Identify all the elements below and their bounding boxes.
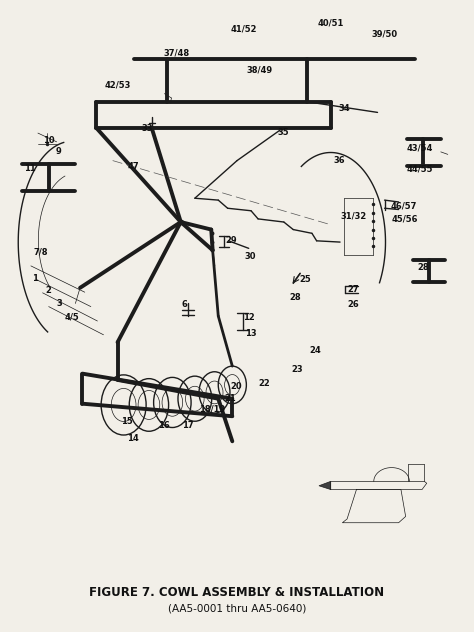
Text: 7/8: 7/8 — [34, 248, 48, 257]
Text: 4/5: 4/5 — [65, 313, 80, 322]
Text: 21: 21 — [224, 394, 236, 403]
Text: (AA5-0001 thru AA5-0640): (AA5-0001 thru AA5-0640) — [168, 604, 306, 614]
Text: 17: 17 — [182, 421, 193, 430]
Text: 38/49: 38/49 — [246, 65, 273, 75]
Text: 30: 30 — [245, 252, 256, 261]
Polygon shape — [319, 482, 331, 490]
Text: 23: 23 — [291, 365, 303, 374]
Text: 25: 25 — [299, 275, 311, 284]
Text: 36: 36 — [333, 156, 345, 165]
Text: 44/55: 44/55 — [406, 164, 433, 173]
Text: 16: 16 — [158, 421, 170, 430]
Text: 3: 3 — [56, 299, 62, 308]
Text: 31/32: 31/32 — [340, 211, 366, 221]
Text: 15: 15 — [121, 416, 133, 426]
Text: 2: 2 — [46, 286, 52, 295]
Text: 26: 26 — [347, 300, 359, 309]
Text: 12: 12 — [243, 313, 255, 322]
Text: 41/52: 41/52 — [231, 25, 257, 33]
Text: 27: 27 — [347, 285, 359, 294]
Text: 20: 20 — [230, 382, 242, 391]
Text: 46/57: 46/57 — [390, 202, 417, 211]
Text: 14: 14 — [127, 434, 139, 442]
Text: 28: 28 — [290, 293, 301, 301]
Text: 37/48: 37/48 — [163, 49, 189, 58]
Text: 6: 6 — [182, 300, 188, 309]
Text: 9: 9 — [55, 147, 61, 156]
Text: 1: 1 — [32, 274, 37, 283]
Text: 33: 33 — [141, 124, 153, 133]
Text: 47: 47 — [127, 162, 139, 171]
Text: 28: 28 — [418, 263, 429, 272]
Text: 22: 22 — [258, 379, 270, 388]
Text: 29: 29 — [226, 236, 237, 245]
Text: 40/51: 40/51 — [318, 18, 344, 27]
Text: 10: 10 — [43, 136, 55, 145]
Text: 24: 24 — [310, 346, 321, 355]
Text: 18/19: 18/19 — [200, 404, 226, 413]
Text: FIGURE 7. COWL ASSEMBLY & INSTALLATION: FIGURE 7. COWL ASSEMBLY & INSTALLATION — [90, 586, 384, 599]
Text: 35: 35 — [277, 128, 289, 137]
Text: 11: 11 — [24, 164, 36, 173]
Text: 43/54: 43/54 — [407, 143, 433, 152]
Text: 13: 13 — [245, 329, 257, 338]
Text: 39/50: 39/50 — [372, 30, 398, 39]
Text: 34: 34 — [339, 104, 351, 112]
Text: 42/53: 42/53 — [104, 81, 131, 90]
Text: 45/56: 45/56 — [392, 214, 418, 223]
